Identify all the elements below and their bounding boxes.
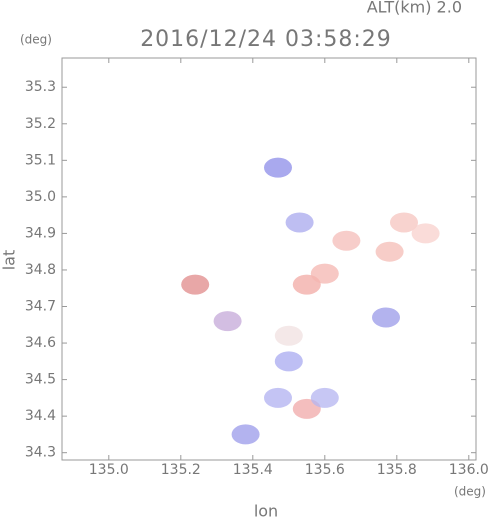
y-tick-label: 35.1 bbox=[25, 152, 56, 168]
x-tick-label: 135.4 bbox=[233, 462, 273, 478]
x-tick-label: 135.2 bbox=[161, 462, 201, 478]
echo-patch bbox=[310, 263, 339, 284]
x-tick-label: 135.6 bbox=[305, 462, 345, 478]
x-tick-label: 136.0 bbox=[449, 462, 489, 478]
y-tick-label: 34.5 bbox=[25, 372, 56, 388]
echo-patch bbox=[264, 387, 292, 408]
plot-frame bbox=[61, 57, 477, 461]
echo-patch bbox=[390, 212, 418, 233]
y-tick-label: 34.7 bbox=[25, 299, 56, 315]
echo-patch bbox=[181, 274, 210, 295]
altitude-label: ALT(km) 2.0 bbox=[367, 0, 462, 17]
x-tick-label: 135.8 bbox=[377, 462, 417, 478]
chart-title: 2016/12/24 03:58:29 bbox=[140, 27, 392, 52]
y-tick-label: 34.8 bbox=[25, 262, 56, 278]
y-tick-label: 34.3 bbox=[25, 445, 56, 461]
y-tick-label: 35.2 bbox=[25, 116, 56, 132]
echo-patch bbox=[372, 307, 400, 328]
y-unit: (deg) bbox=[20, 33, 52, 47]
y-tick-label: 34.4 bbox=[25, 408, 56, 424]
y-tick-label: 34.9 bbox=[25, 225, 56, 241]
echo-patch bbox=[332, 230, 361, 251]
echo-patch bbox=[231, 424, 260, 445]
echo-patch bbox=[264, 157, 292, 178]
echo-patch bbox=[274, 351, 303, 372]
y-tick-label: 35.0 bbox=[25, 189, 56, 205]
echo-patch bbox=[213, 311, 242, 332]
y-tick-label: 35.3 bbox=[25, 79, 56, 95]
x-unit: (deg) bbox=[454, 485, 486, 499]
echo-patch bbox=[375, 241, 404, 262]
y-tick-label: 34.6 bbox=[25, 335, 56, 351]
echo-patch bbox=[285, 212, 314, 233]
echo-patch bbox=[310, 387, 339, 408]
echo-patch bbox=[411, 223, 440, 244]
x-axis-label: lon bbox=[254, 502, 278, 521]
echo-patch bbox=[274, 325, 303, 346]
y-axis-label: lat bbox=[0, 250, 19, 271]
x-tick-label: 135.0 bbox=[89, 462, 129, 478]
